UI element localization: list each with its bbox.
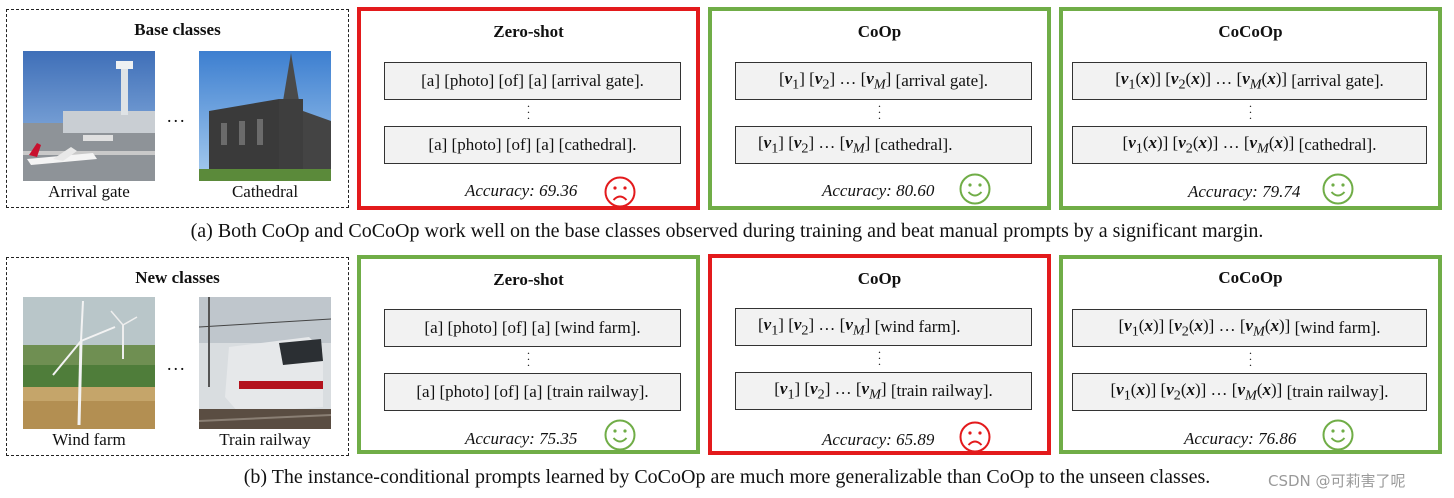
zero-shot-new-prompt-top: [a] [photo] [of] [a] [wind farm]. xyxy=(384,309,681,347)
sad-face-icon xyxy=(604,176,636,208)
zero-shot-base-panel: Zero-shot [a] [photo] [of] [a] [arrival … xyxy=(357,7,700,210)
coop-base-prompt-top: [v1] [v2] … [vM] [arrival gate]. xyxy=(735,62,1032,100)
coop-base-title: CoOp xyxy=(857,22,902,41)
airport-photo-icon xyxy=(23,51,155,181)
coop-base-prompt-bottom: [v1] [v2] … [vM] [cathedral]. xyxy=(735,126,1032,164)
cocoop-base-panel: CoCoOp [v1(x)] [v2(x)] … [vM(x)] [arriva… xyxy=(1059,7,1442,210)
cathedral-image xyxy=(199,51,331,181)
accuracy-label: Accuracy: xyxy=(465,429,535,448)
cocoop-new-title: CoCoOp xyxy=(1218,268,1283,287)
coop-new-accuracy: Accuracy: 65.89 xyxy=(822,430,934,450)
cocoop-new-panel: CoCoOp [v1(x)] [v2(x)] … [vM(x)] [wind f… xyxy=(1059,255,1442,454)
accuracy-label: Accuracy: xyxy=(1184,429,1254,448)
coop-new-panel: CoOp [v1] [v2] … [vM] [wind farm]. · · · [… xyxy=(708,254,1051,455)
sad-face-icon xyxy=(959,421,991,453)
zero-shot-base-accuracy: Accuracy: 69.36 xyxy=(465,181,577,201)
accuracy-value: 75.35 xyxy=(539,429,578,448)
cocoop-new-class-top: [wind farm]. xyxy=(1294,318,1381,337)
coop-new-prompt-top: [v1] [v2] … [vM] [wind farm]. xyxy=(735,308,1032,346)
vertical-ellipsis: · · · xyxy=(526,99,531,125)
zero-shot-base-prompt-top: [a] [photo] [of] [a] [arrival gate]. xyxy=(384,62,681,100)
vertical-ellipsis: · · · xyxy=(526,346,531,372)
coop-new-class-bottom: [train railway]. xyxy=(890,381,993,400)
cocoop-base-class-bottom: [cathedral]. xyxy=(1298,135,1377,154)
caption-a: (a) Both CoOp and CoCoOp work well on th… xyxy=(190,220,1264,242)
arrival-gate-label: Arrival gate xyxy=(48,182,130,201)
new-classes-title: New classes xyxy=(135,268,220,287)
new-classes-box: New classes Wind farm ... xyxy=(6,257,349,456)
cocoop-base-class-top: [arrival gate]. xyxy=(1291,71,1384,90)
cocoop-new-prompt-top: [v1(x)] [v2(x)] … [vM(x)] [wind farm]. xyxy=(1072,309,1427,347)
coop-base-class-bottom: [cathedral]. xyxy=(874,135,953,154)
coop-new-class-top: [wind farm]. xyxy=(874,317,961,336)
class-ellipsis: ... xyxy=(167,106,187,126)
zero-shot-base-title: Zero-shot xyxy=(493,22,564,41)
cocoop-base-accuracy: Accuracy: 79.74 xyxy=(1188,182,1300,202)
accuracy-value: 65.89 xyxy=(896,430,935,449)
arrival-gate-image xyxy=(23,51,155,181)
train-railway-label: Train railway xyxy=(219,430,311,449)
base-classes-title: Base classes xyxy=(134,20,221,39)
cathedral-photo-icon xyxy=(199,51,331,181)
vertical-ellipsis: · · · xyxy=(877,99,882,125)
cocoop-new-accuracy: Accuracy: 76.86 xyxy=(1184,429,1296,449)
vertical-ellipsis: · · · xyxy=(1248,99,1253,125)
caption-b: (b) The instance-conditional prompts lea… xyxy=(243,466,1211,488)
wind-farm-photo-icon xyxy=(23,297,155,429)
cocoop-base-title: CoCoOp xyxy=(1218,22,1283,41)
accuracy-label: Accuracy: xyxy=(465,181,535,200)
zero-shot-new-prompt-bottom: [a] [photo] [of] [a] [train railway]. xyxy=(384,373,681,411)
coop-new-prompt-bottom: [v1] [v2] … [vM] [train railway]. xyxy=(735,372,1032,410)
accuracy-label: Accuracy: xyxy=(822,430,892,449)
vertical-ellipsis: · · · xyxy=(1248,346,1253,372)
coop-base-panel: CoOp [v1] [v2] … [vM] [arrival gate]. · ·… xyxy=(708,7,1051,210)
accuracy-value: 80.60 xyxy=(896,181,935,200)
happy-face-icon xyxy=(959,173,991,205)
cocoop-base-prompt-bottom: [v1(x)] [v2(x)] … [vM(x)] [cathedral]. xyxy=(1072,126,1427,164)
train-photo-icon xyxy=(199,297,331,429)
accuracy-value: 79.74 xyxy=(1262,182,1301,201)
zero-shot-base-prompt-bottom: [a] [photo] [of] [a] [cathedral]. xyxy=(384,126,681,164)
zero-shot-new-title: Zero-shot xyxy=(493,270,564,289)
happy-face-icon xyxy=(604,419,636,451)
accuracy-label: Accuracy: xyxy=(822,181,892,200)
accuracy-value: 69.36 xyxy=(539,181,578,200)
accuracy-value: 76.86 xyxy=(1258,429,1297,448)
wind-farm-label: Wind farm xyxy=(52,430,126,449)
zero-shot-new-panel: Zero-shot [a] [photo] [of] [a] [wind far… xyxy=(357,255,700,454)
happy-face-icon xyxy=(1322,419,1354,451)
accuracy-label: Accuracy: xyxy=(1188,182,1258,201)
happy-face-icon xyxy=(1322,173,1354,205)
coop-base-class-top: [arrival gate]. xyxy=(895,71,989,90)
cathedral-label: Cathedral xyxy=(231,182,299,201)
cocoop-new-prompt-bottom: [v1(x)] [v2(x)] … [vM(x)] [train railway… xyxy=(1072,373,1427,411)
wind-farm-image xyxy=(23,297,155,429)
cocoop-base-prompt-top: [v1(x)] [v2(x)] … [vM(x)] [arrival gate]… xyxy=(1072,62,1427,100)
base-classes-box: Base classes Arrival gate ... xyxy=(6,9,349,208)
zero-shot-new-accuracy: Accuracy: 75.35 xyxy=(465,429,577,449)
train-railway-image xyxy=(199,297,331,429)
watermark: CSDN @可莉害了呢 xyxy=(1268,472,1406,490)
cocoop-new-class-bottom: [train railway]. xyxy=(1286,382,1389,401)
coop-base-accuracy: Accuracy: 80.60 xyxy=(822,181,934,201)
vertical-ellipsis: · · · xyxy=(877,345,882,371)
coop-new-title: CoOp xyxy=(857,269,902,288)
class-ellipsis: ... xyxy=(167,354,187,374)
